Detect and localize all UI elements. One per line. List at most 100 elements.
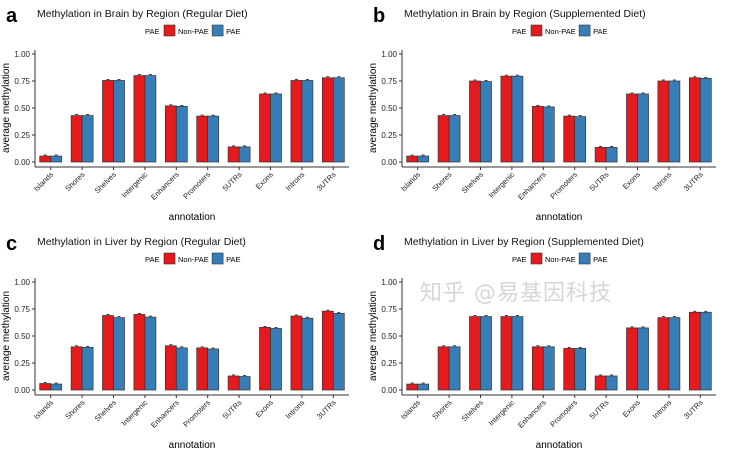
bar-non-pae-enhancers bbox=[164, 105, 177, 163]
y-tick-label: 0.50 bbox=[381, 104, 397, 113]
y-tick-label: 0.25 bbox=[14, 359, 30, 368]
bar-pae-3utrs bbox=[332, 312, 345, 391]
bar-pae-introns bbox=[301, 317, 314, 391]
bar-non-pae-5utrs bbox=[227, 375, 240, 391]
x-tick-label: Exons bbox=[254, 170, 275, 191]
x-tick-label: Intergenic bbox=[487, 170, 517, 200]
bar-non-pae-promoters bbox=[196, 115, 209, 163]
bar-pae-enhancers bbox=[175, 106, 188, 163]
y-tick-label: 1.00 bbox=[14, 278, 30, 287]
bar-non-pae-exons bbox=[626, 327, 638, 391]
bar-non-pae-intergenic bbox=[500, 75, 513, 163]
bar-pae-shelves bbox=[113, 80, 125, 163]
y-axis-label: average methylation bbox=[368, 63, 379, 153]
bar-non-pae-shores bbox=[70, 346, 83, 391]
y-axis-label: average methylation bbox=[1, 291, 12, 381]
x-tick-label: Enhancers bbox=[149, 398, 181, 430]
legend-label: Non-PAE bbox=[178, 255, 209, 264]
bar-pae-enhancers bbox=[542, 106, 555, 163]
x-tick-label: Shores bbox=[430, 170, 453, 193]
bar-pae-intergenic bbox=[511, 75, 524, 163]
x-tick-label: Exons bbox=[621, 398, 642, 419]
chart-title: Methylation in Liver by Region (Regular … bbox=[37, 236, 246, 248]
x-tick-label: Enhancers bbox=[149, 170, 181, 202]
panel-b: b Methylation in Brain by Region (Supplem… bbox=[368, 5, 716, 223]
y-tick-label: 0.75 bbox=[14, 305, 30, 314]
bar-pae-promoters bbox=[574, 116, 587, 163]
bar-non-pae-enhancers bbox=[531, 106, 544, 163]
legend-title: PAE bbox=[512, 27, 526, 36]
bar-non-pae-3utrs bbox=[321, 77, 334, 163]
legend-label: PAE bbox=[593, 27, 607, 36]
panel-a: a Methylation in Brain by Region (Regular… bbox=[1, 5, 349, 223]
bar-pae-promoters bbox=[207, 115, 220, 163]
x-tick-label: 3UTRs bbox=[315, 170, 338, 193]
bar-non-pae-islands bbox=[39, 155, 52, 163]
bar-pae-5utrs bbox=[605, 147, 618, 163]
panel-label: b bbox=[373, 5, 385, 27]
y-tick-label: 0.75 bbox=[381, 77, 397, 86]
bar-pae-introns bbox=[301, 80, 314, 163]
bar-pae-intergenic bbox=[144, 316, 157, 391]
chart-title: Methylation in Brain by Region (Regular … bbox=[37, 8, 248, 20]
x-tick-label: 3UTRs bbox=[315, 398, 338, 421]
bar-non-pae-3utrs bbox=[688, 77, 701, 163]
bar-non-pae-introns bbox=[290, 80, 303, 163]
bar-pae-5utrs bbox=[238, 146, 251, 163]
bar-non-pae-promoters bbox=[196, 347, 209, 391]
bar-non-pae-enhancers bbox=[531, 346, 544, 391]
y-tick-label: 0.00 bbox=[14, 386, 30, 395]
legend-label: PAE bbox=[226, 27, 240, 36]
x-tick-label: Exons bbox=[621, 170, 642, 191]
legend-label: Non-PAE bbox=[545, 27, 576, 36]
bar-non-pae-shores bbox=[437, 346, 450, 391]
legend-title: PAE bbox=[512, 255, 526, 264]
bar-pae-exons bbox=[637, 327, 649, 391]
y-tick-label: 0.00 bbox=[14, 158, 30, 167]
bar-non-pae-shelves bbox=[102, 80, 114, 163]
panel-c: c Methylation in Liver by Region (Regular… bbox=[1, 233, 349, 451]
y-tick-label: 1.00 bbox=[14, 50, 30, 59]
bar-non-pae-shelves bbox=[469, 80, 481, 163]
bar-pae-intergenic bbox=[511, 316, 524, 391]
bar-pae-promoters bbox=[574, 348, 587, 391]
x-tick-label: Introns bbox=[284, 170, 307, 193]
bar-non-pae-5utrs bbox=[594, 375, 607, 391]
bar-non-pae-exons bbox=[259, 327, 271, 391]
bar-pae-shores bbox=[81, 115, 94, 163]
y-tick-label: 1.00 bbox=[381, 50, 397, 59]
x-tick-label: Shores bbox=[63, 398, 86, 421]
bar-pae-introns bbox=[668, 80, 681, 163]
x-tick-label: Introns bbox=[651, 170, 674, 193]
bar-non-pae-intergenic bbox=[133, 75, 146, 163]
legend-swatch bbox=[163, 24, 176, 37]
bar-non-pae-introns bbox=[657, 80, 670, 163]
chart-title: Methylation in Brain by Region (Suppleme… bbox=[404, 8, 646, 20]
bar-non-pae-promoters bbox=[563, 348, 576, 391]
y-axis-label: average methylation bbox=[1, 63, 12, 153]
legend-label: Non-PAE bbox=[545, 255, 576, 264]
y-tick-label: 0.50 bbox=[14, 332, 30, 341]
bar-non-pae-intergenic bbox=[133, 314, 146, 391]
x-tick-label: 3UTRs bbox=[682, 170, 705, 193]
panel-label: c bbox=[6, 233, 17, 255]
watermark: 知乎 @易基因科技 bbox=[420, 281, 612, 306]
bar-non-pae-3utrs bbox=[321, 310, 334, 391]
bar-pae-3utrs bbox=[332, 77, 345, 163]
x-tick-label: Promoters bbox=[181, 398, 212, 429]
x-tick-label: Intergenic bbox=[120, 398, 150, 428]
legend-label: Non-PAE bbox=[178, 27, 209, 36]
bar-non-pae-islands bbox=[406, 383, 419, 391]
bar-pae-shelves bbox=[113, 317, 125, 391]
x-tick-label: Intergenic bbox=[120, 170, 150, 200]
x-axis-label: annotation bbox=[169, 212, 216, 223]
bar-pae-enhancers bbox=[542, 346, 555, 391]
y-tick-label: 0.75 bbox=[381, 305, 397, 314]
bar-non-pae-islands bbox=[406, 155, 419, 163]
bar-non-pae-exons bbox=[259, 93, 271, 163]
bar-non-pae-introns bbox=[657, 317, 670, 391]
x-tick-label: Promoters bbox=[548, 170, 579, 201]
bar-pae-introns bbox=[668, 317, 681, 391]
y-tick-label: 0.75 bbox=[14, 77, 30, 86]
